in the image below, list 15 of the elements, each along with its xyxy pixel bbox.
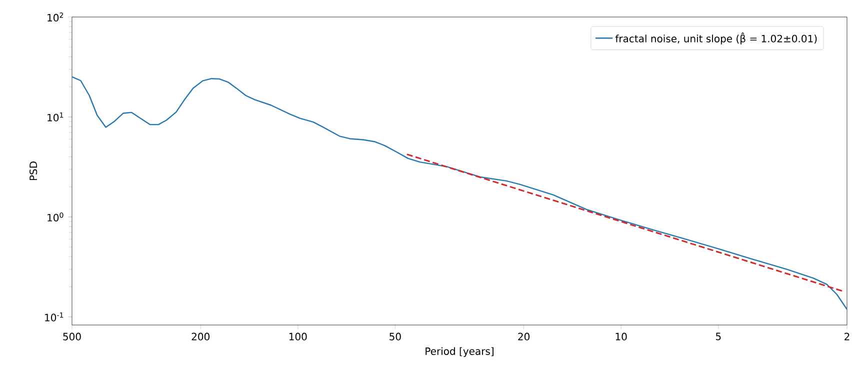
y-tick-label: 10$^{2}$ (48, 12, 63, 22)
x-tick-label: 10 (616, 332, 627, 340)
x-tick-label: 5 (716, 332, 721, 340)
y-axis-title: PSD (30, 162, 38, 180)
x-tick-label: 100 (289, 332, 307, 340)
x-tick-label: 2 (844, 332, 850, 340)
y-tick-label: 10$^{0}$ (48, 212, 64, 222)
x-tick-label: 20 (518, 332, 530, 340)
legend-label: fractal noise, unit slope (β̂ = 1.02±0.01) (615, 32, 817, 44)
x-tick-label: 500 (63, 332, 81, 340)
y-tick-label: 10$^{1}$ (48, 112, 64, 122)
x-tick-label: 50 (390, 332, 401, 340)
x-tick-label: 200 (192, 332, 210, 340)
y-tick-label: 10$^{-1}$ (45, 312, 64, 322)
x-axis-title: Period [years] (426, 347, 494, 357)
